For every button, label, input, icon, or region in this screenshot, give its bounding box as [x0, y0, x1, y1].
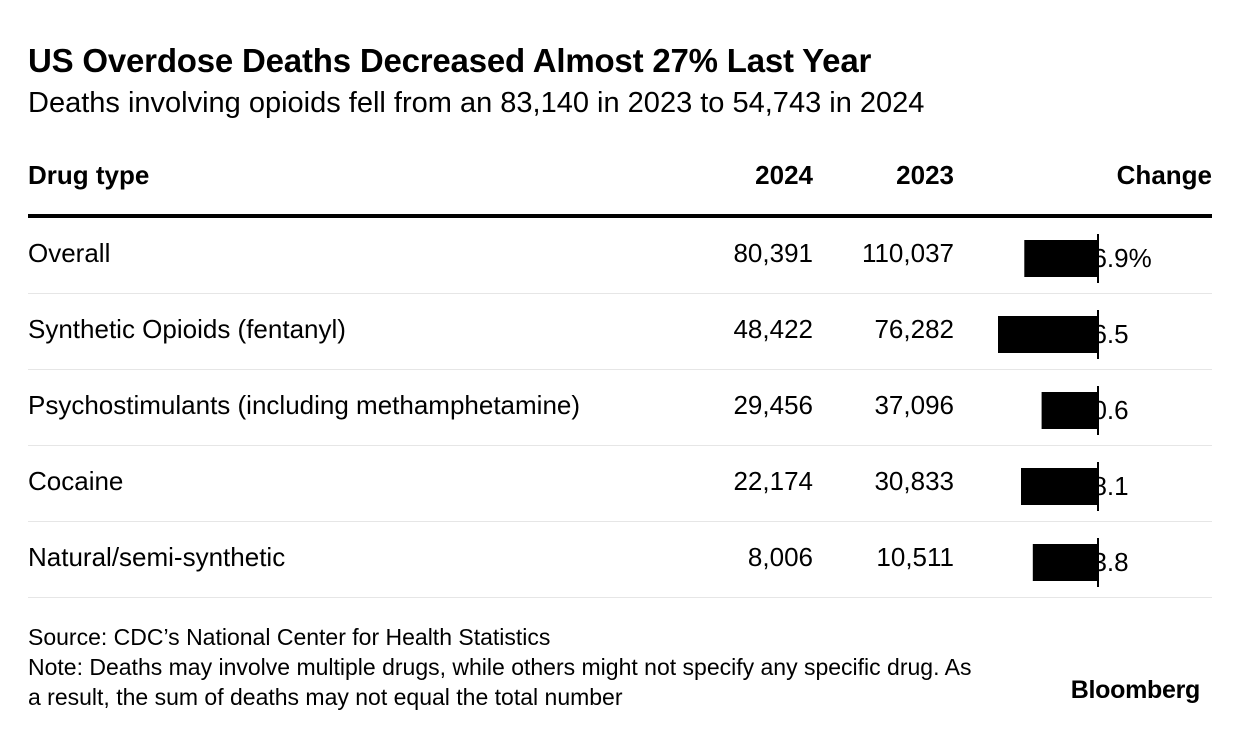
- footnote: Note: Deaths may involve multiple drugs,…: [28, 654, 972, 710]
- value-2024-cell: 22,174: [733, 466, 813, 496]
- drug-type-cell: Synthetic Opioids (fentanyl): [28, 314, 346, 344]
- column-header-drug-type: Drug type: [28, 160, 150, 190]
- table-body: Overall 80,391 110,037 26.9% Synthetic Opioi…: [28, 218, 1212, 598]
- change-value-label: 26.9%: [1078, 243, 1152, 273]
- column-header-2023: 2023: [896, 160, 954, 190]
- table-row: Psychostimulants (including methamphetam…: [28, 370, 1212, 446]
- chart-subtitle: Deaths involving opioids fell from an 83…: [28, 87, 925, 119]
- value-2024-cell: 29,456: [733, 390, 813, 420]
- change-bar-chart: [1024, 234, 1099, 283]
- change-bar: [998, 316, 1098, 353]
- table-row: Synthetic Opioids (fentanyl) 48,422 76,282…: [28, 294, 1212, 370]
- table-row: Natural/semi-synthetic 8,006 10,511 23.8: [28, 522, 1212, 598]
- change-bar: [1021, 468, 1098, 505]
- column-header-2024: 2024: [755, 160, 813, 190]
- drug-type-cell: Cocaine: [28, 466, 124, 496]
- drug-type-cell: Psychostimulants (including methamphetam…: [28, 390, 581, 420]
- value-2023-cell: 76,282: [874, 314, 954, 344]
- column-header-change: Change: [1116, 160, 1212, 190]
- source-note: Source: CDC’s National Center for Health…: [28, 624, 551, 650]
- bloomberg-logo: Bloomberg: [1070, 676, 1201, 704]
- data-table: Drug type 2024 2023 Change Overall 80,391…: [28, 150, 1212, 598]
- value-2024-cell: 48,422: [733, 314, 813, 344]
- change-value-label: 23.8: [1078, 547, 1129, 577]
- value-2024-cell: 8,006: [747, 542, 813, 572]
- change-bar-chart: [1021, 462, 1099, 511]
- value-2024-cell: 80,391: [733, 238, 813, 268]
- table-row: Cocaine 22,174 30,833 28.1: [28, 446, 1212, 522]
- table-header: Drug type 2024 2023 Change: [28, 150, 1212, 218]
- change-value-label: 36.5: [1078, 319, 1129, 349]
- table-row: Overall 80,391 110,037 26.9%: [28, 218, 1212, 294]
- drug-type-cell: Overall: [28, 238, 111, 268]
- value-2023-cell: 30,833: [874, 466, 954, 496]
- value-2023-cell: 10,511: [876, 542, 954, 572]
- change-bar-chart: [1041, 386, 1099, 435]
- change-bar-chart: [1032, 538, 1099, 587]
- change-bar: [1032, 544, 1098, 581]
- change-bar: [1041, 392, 1098, 429]
- value-2023-cell: 110,037: [861, 238, 954, 268]
- chart-title: US Overdose Deaths Decreased Almost 27% …: [28, 42, 872, 79]
- change-value-label: 28.1: [1078, 471, 1129, 501]
- value-2023-cell: 37,096: [874, 390, 954, 420]
- drug-type-cell: Natural/semi-synthetic: [28, 542, 286, 572]
- change-value-label: 20.6: [1078, 395, 1129, 425]
- change-bar-chart: [998, 310, 1099, 359]
- change-bar: [1024, 240, 1098, 277]
